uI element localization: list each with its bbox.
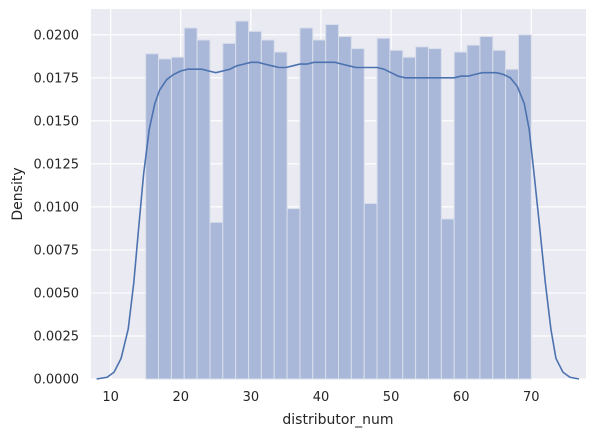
y-tick-label: 0.0025 [34,329,80,344]
histogram-bar [402,56,417,380]
histogram-bar [466,44,481,380]
histogram-bar [260,39,275,380]
x-tick-label: 40 [313,390,330,405]
y-tick-label: 0.0175 [34,71,80,86]
x-tick-label: 30 [243,390,260,405]
y-tick-label: 0.0200 [34,28,80,43]
histogram-bar [286,208,301,380]
x-tick-label: 60 [453,390,470,405]
histogram-bar [338,36,352,380]
histogram-bar [325,23,339,380]
histogram-bar [389,49,404,380]
histogram-bar [517,34,532,380]
histogram-bar [492,49,507,380]
histogram-bar [158,58,172,380]
histogram-bar [209,221,224,380]
histogram-bar [312,39,327,380]
y-tick-labels: 0.0000 0.0025 0.0050 0.0075 0.0100 0.0125 0.01… [34,28,80,387]
x-tick-label: 70 [523,390,540,405]
histogram-bar [145,53,160,380]
histogram-bar [479,36,494,380]
y-tick-label: 0.0050 [34,286,80,301]
histogram-bar [363,202,378,380]
histogram-bar [427,48,442,380]
x-tick-label: 50 [383,390,400,405]
y-tick-label: 0.0150 [34,114,80,129]
histogram-bar [235,20,250,380]
histogram-bar [170,56,185,380]
y-axis-label: Density [10,167,26,220]
histogram-bar [273,51,288,380]
histogram-bar [453,51,468,380]
histogram-bar [376,37,391,380]
y-tick-label: 0.0125 [34,157,80,172]
histogram-bar [196,39,211,380]
x-tick-labels: 10 20 30 40 50 60 70 [102,390,539,405]
y-tick-label: 0.0100 [34,200,80,215]
histogram-bar [222,42,237,380]
histogram-bar [248,30,262,380]
histogram-bar [415,46,429,380]
histogram-bar [350,48,365,380]
y-tick-label: 0.0000 [34,373,80,388]
histogram-bar [299,27,314,380]
histogram-bar [183,27,198,380]
histogram-bar [505,68,519,380]
x-axis-label: distributor_num [282,412,393,428]
y-tick-label: 0.0075 [34,243,80,258]
kde-curve [96,61,580,380]
x-tick-label: 10 [102,390,119,405]
x-tick-label: 20 [172,390,189,405]
histogram-bars [145,20,532,380]
histogram-bar [440,218,455,380]
